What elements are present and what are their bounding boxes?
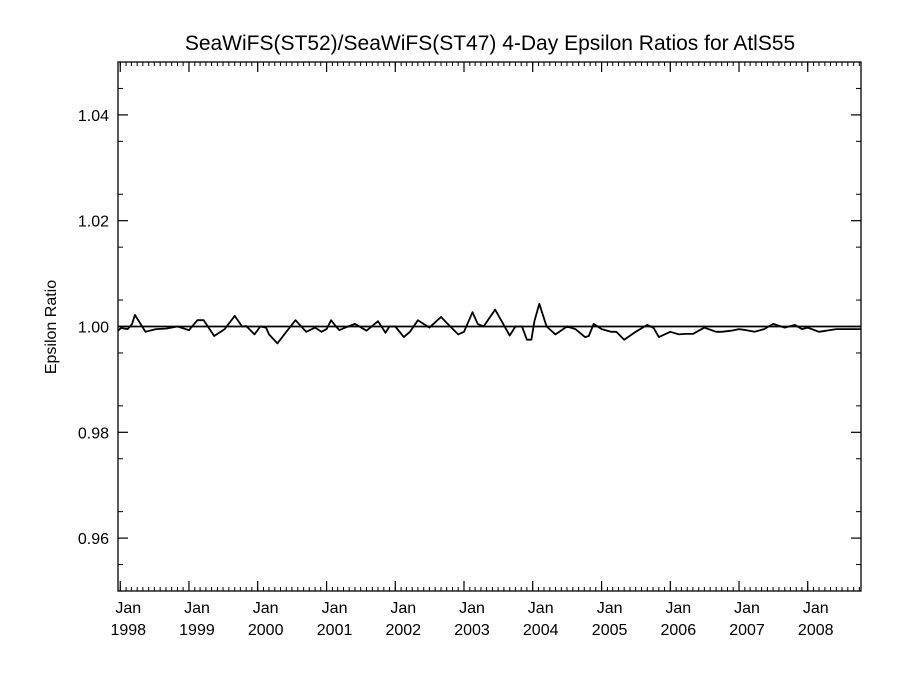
x-tick-label-month: Jan	[734, 600, 760, 617]
x-tick-label-year: 2002	[385, 622, 421, 639]
x-tick-label-month: Jan	[665, 600, 691, 617]
x-tick-label-month: Jan	[459, 600, 485, 617]
x-tick-label-month: Jan	[390, 600, 416, 617]
series-line	[117, 302, 861, 345]
x-tick-label-year: 2008	[798, 622, 834, 639]
chart-title: SeaWiFS(ST52)/SeaWiFS(ST47) 4-Day Epsilo…	[185, 32, 795, 55]
y-axis-label: Epsilon Ratio	[43, 280, 60, 374]
x-tick-label-year: 2000	[248, 622, 284, 639]
x-tick-label-month: Jan	[253, 600, 279, 617]
x-tick-label-year: 2001	[317, 622, 353, 639]
x-tick-label-month: Jan	[528, 600, 554, 617]
y-tick-label: 1.00	[78, 320, 109, 337]
x-tick-label-year: 2006	[661, 622, 697, 639]
x-tick-label-year: 2007	[729, 622, 765, 639]
x-tick-label-month: Jan	[322, 600, 348, 617]
x-tick-label-year: 1999	[179, 622, 215, 639]
plot-area: 0.96 0.98 1.00 1.02 1.04 Jan 1998 Jan 1999 Jan 200…	[78, 61, 862, 639]
x-tick-label-month: Jan	[184, 600, 210, 617]
y-tick-label: 1.04	[78, 108, 109, 125]
x-tick-label-month: Jan	[803, 600, 829, 617]
y-tick-label: 0.96	[78, 531, 109, 548]
x-tick-label-year: 2003	[454, 622, 490, 639]
y-tick-label: 1.02	[78, 214, 109, 231]
x-tick-label-year: 2005	[592, 622, 628, 639]
x-tick-label-month: Jan	[597, 600, 623, 617]
x-tick-label-year: 2004	[523, 622, 559, 639]
x-tick-label-year: 1998	[110, 622, 146, 639]
x-tick-label-month: Jan	[115, 600, 141, 617]
y-tick-label: 0.98	[78, 425, 109, 442]
